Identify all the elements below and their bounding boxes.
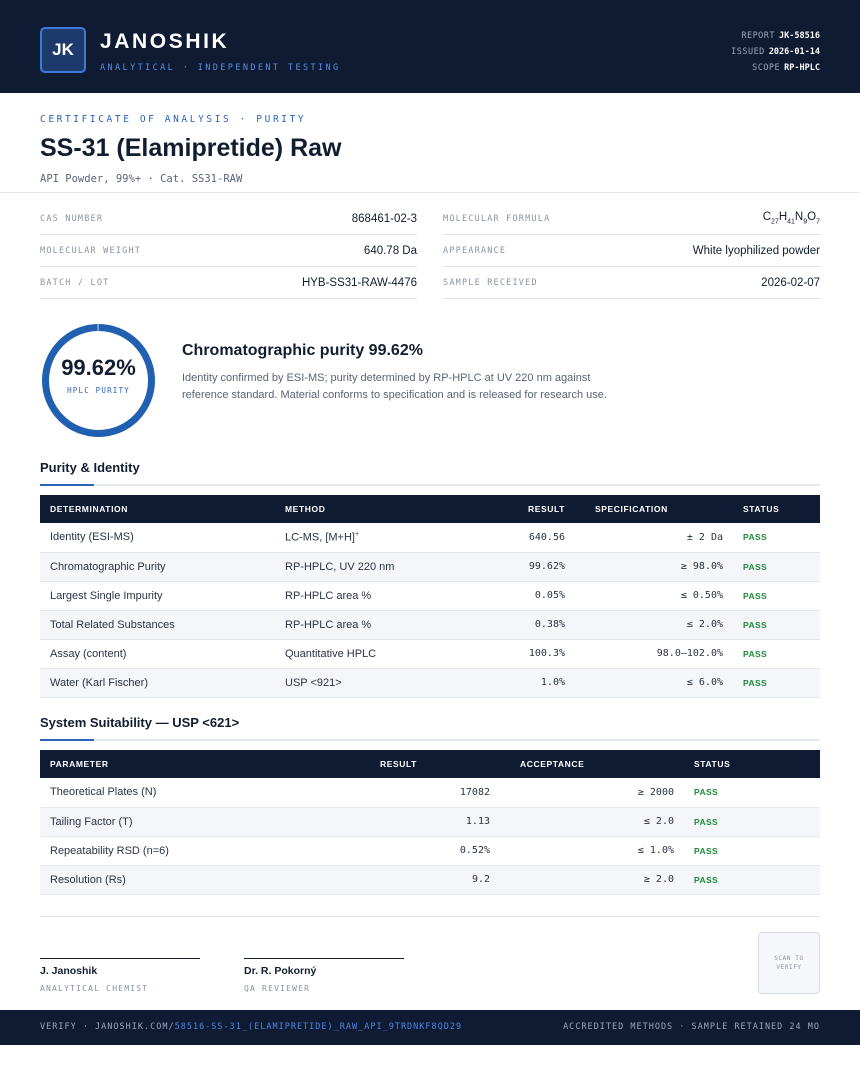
purity-ring-label: HPLC PURITY [40,386,157,395]
verify-link[interactable]: 58516-SS-31_(ELAMIPRETIDE)_RAW_API_9TRDN… [175,1022,463,1032]
certificate-label: CERTIFICATE OF ANALYSIS · PURITY [40,114,306,125]
table-row: Theoretical Plates (N) 17082 ≥ 2000 PASS [40,778,820,807]
report-id: JK-58516 [779,31,820,41]
report-meta: REPORT JK-58516 ISSUED 2026-01-14 SCOPE RP-… [731,28,820,76]
summary-title: Chromatographic purity 99.62% [182,342,423,360]
section-rule [40,484,820,486]
status-badge: PASS [733,639,820,668]
signature-line [244,958,404,959]
column-header: ACCEPTANCE [500,750,684,778]
divider [40,916,820,917]
footer-note: ACCREDITED METHODS · SAMPLE RETAINED 24 … [563,1022,820,1032]
property-appearance: APPEARANCE White lyophilized powder [443,235,820,267]
column-header: PARAMETER [40,750,370,778]
property-cas: CAS NUMBER 868461-02-3 [40,203,417,235]
received-value: 2026-02-07 [761,277,820,289]
section-title-suitability: System Suitability — USP <621> [40,715,239,730]
table-row: Assay (content) Quantitative HPLC 100.3%… [40,639,820,668]
formula-value: C27H41N9O7 [763,211,820,225]
signatory-name: Dr. R. Pokorný [244,965,316,977]
molecular-weight-value: 640.78 Da [364,245,417,257]
suitability-table: PARAMETER RESULT ACCEPTANCE STATUS Theor… [40,750,820,895]
property-formula: MOLECULAR FORMULA C27H41N9O7 [443,203,820,235]
qr-code-placeholder[interactable]: SCAN TO VERIFY [758,932,820,994]
batch-value: HYB-SS31-RAW-4476 [302,277,417,289]
property-molecular-weight: MOLECULAR WEIGHT 640.78 Da [40,235,417,267]
table-row: Repeatability RSD (n=6) 0.52% ≤ 1.0% PAS… [40,836,820,865]
status-badge: PASS [733,552,820,581]
report-header: JK JANOSHIK ANALYTICAL · INDEPENDENT TES… [0,0,860,93]
brand-logo: JK [40,27,86,73]
table-row: Water (Karl Fischer) USP <921> 1.0% ≤ 6.… [40,668,820,697]
signature-line [40,958,200,959]
status-badge: PASS [733,668,820,697]
signatory-role: QA REVIEWER [244,984,310,993]
column-header: STATUS [733,495,820,523]
table-row: Identity (ESI-MS) LC-MS, [M+H]+ 640.56 ±… [40,523,820,552]
signatory-name: J. Janoshik [40,965,97,977]
column-header: STATUS [684,750,820,778]
status-badge: PASS [684,807,820,836]
section-title-purity: Purity & Identity [40,460,140,475]
status-badge: PASS [684,836,820,865]
status-badge: PASS [684,865,820,894]
brand-tagline: ANALYTICAL · INDEPENDENT TESTING [100,63,341,73]
column-header: METHOD [275,495,445,523]
report-footer: VERIFY · JANOSHIK.COM/58516-SS-31_(ELAMI… [0,1010,860,1045]
issued-row: ISSUED 2026-01-14 [731,44,820,60]
purity-table: DETERMINATION METHOD RESULT SPECIFICATIO… [40,495,820,698]
property-received: SAMPLE RECEIVED 2026-02-07 [443,267,820,299]
issued-date: 2026-01-14 [769,47,820,57]
report-id-row: REPORT JK-58516 [731,28,820,44]
property-batch: BATCH / LOT HYB-SS31-RAW-4476 [40,267,417,299]
section-rule [40,739,820,741]
summary-text: Identity confirmed by ESI-MS; purity det… [182,370,622,404]
page-title: SS-31 (Elamipretide) Raw [40,134,341,163]
brand-name: JANOSHIK [100,30,229,54]
status-badge: PASS [733,610,820,639]
scope-value: RP-HPLC [784,63,820,73]
status-badge: PASS [733,523,820,552]
table-row: Total Related Substances RP-HPLC area % … [40,610,820,639]
status-badge: PASS [684,778,820,807]
signatory-role: ANALYTICAL CHEMIST [40,984,148,993]
page-subtitle: API Powder, 99%+ · Cat. SS31-RAW [40,173,242,185]
column-header: DETERMINATION [40,495,275,523]
purity-value: 99.62% [40,355,157,381]
table-row: Tailing Factor (T) 1.13 ≤ 2.0 PASS [40,807,820,836]
column-header: RESULT [445,495,575,523]
status-badge: PASS [733,581,820,610]
column-header: RESULT [370,750,500,778]
table-header-row: DETERMINATION METHOD RESULT SPECIFICATIO… [40,495,820,523]
table-row: Chromatographic Purity RP-HPLC, UV 220 n… [40,552,820,581]
table-row: Largest Single Impurity RP-HPLC area % 0… [40,581,820,610]
table-header-row: PARAMETER RESULT ACCEPTANCE STATUS [40,750,820,778]
table-row: Resolution (Rs) 9.2 ≥ 2.0 PASS [40,865,820,894]
scope-row: SCOPE RP-HPLC [731,60,820,76]
verify-line: VERIFY · JANOSHIK.COM/58516-SS-31_(ELAMI… [40,1022,462,1032]
cas-value: 868461-02-3 [352,213,417,225]
appearance-value: White lyophilized powder [693,245,820,257]
column-header: SPECIFICATION [575,495,733,523]
divider [0,192,860,193]
